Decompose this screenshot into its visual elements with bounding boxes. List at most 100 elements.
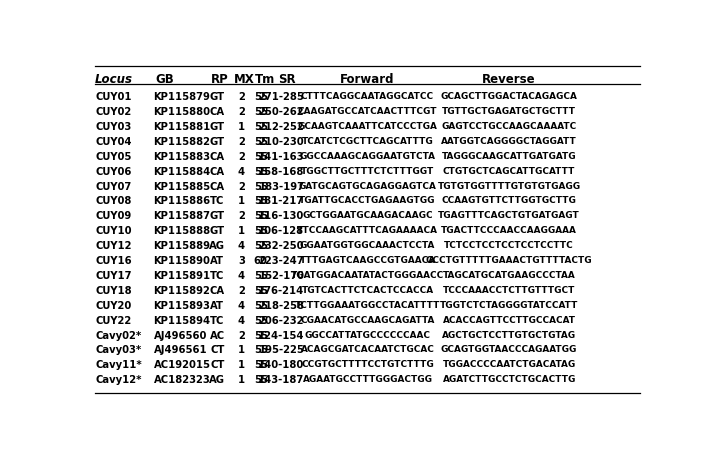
Text: AGAATGCCTTTGGGACTGG: AGAATGCCTTTGGGACTGG: [303, 375, 432, 384]
Text: GB: GB: [156, 73, 174, 86]
Text: 55: 55: [254, 92, 267, 102]
Text: 55: 55: [254, 122, 267, 132]
Text: 195-225: 195-225: [258, 346, 304, 356]
Text: 55: 55: [254, 196, 267, 207]
Text: GAGTCCTGCCAAGCAAAATC: GAGTCCTGCCAAGCAAAATC: [442, 122, 576, 131]
Text: 55: 55: [254, 271, 267, 281]
Text: 2: 2: [238, 212, 244, 221]
Text: GT: GT: [210, 92, 225, 102]
Text: 271-285: 271-285: [258, 92, 304, 102]
Text: CGAACATGCCAAGCAGATTA: CGAACATGCCAAGCAGATTA: [300, 315, 435, 324]
Text: RP: RP: [212, 73, 229, 86]
Text: 4: 4: [238, 166, 245, 176]
Text: Reverse: Reverse: [483, 73, 536, 86]
Text: CUY02: CUY02: [95, 107, 131, 117]
Text: CUY06: CUY06: [95, 166, 131, 176]
Text: 116-130: 116-130: [258, 212, 305, 221]
Text: 158-168: 158-168: [258, 166, 305, 176]
Text: 181-217: 181-217: [258, 196, 305, 207]
Text: 55: 55: [254, 107, 267, 117]
Text: 140-180: 140-180: [258, 360, 305, 370]
Text: TGTGTGGTTTTGTGTGTGAGG: TGTGTGGTTTTGTGTGTGAGG: [437, 181, 581, 190]
Text: TCCCAAACCTCTTGTTTGCT: TCCCAAACCTCTTGTTTGCT: [443, 286, 575, 295]
Text: CA: CA: [210, 181, 225, 192]
Text: 4: 4: [238, 315, 245, 326]
Text: CUY03: CUY03: [95, 122, 131, 132]
Text: AT: AT: [210, 256, 224, 266]
Text: 223-247: 223-247: [259, 256, 304, 266]
Text: AC192015: AC192015: [153, 360, 211, 370]
Text: 2: 2: [238, 286, 244, 296]
Text: CUY17: CUY17: [95, 271, 132, 281]
Text: KP115889: KP115889: [153, 241, 211, 251]
Text: 55: 55: [254, 315, 267, 326]
Text: CUY10: CUY10: [95, 226, 132, 236]
Text: 55: 55: [254, 346, 267, 356]
Text: CTGTGCTCAGCATTGCATTT: CTGTGCTCAGCATTGCATTT: [443, 166, 575, 176]
Text: KP115884: KP115884: [153, 166, 211, 176]
Text: KP115886: KP115886: [153, 196, 211, 207]
Text: 152-170: 152-170: [258, 271, 304, 281]
Text: AGATCTTGCCTCTGCACTTG: AGATCTTGCCTCTGCACTTG: [442, 375, 576, 384]
Text: 124-154: 124-154: [258, 330, 305, 341]
Text: 2: 2: [238, 181, 244, 192]
Text: 55: 55: [254, 181, 267, 192]
Text: CA: CA: [210, 166, 225, 176]
Text: 2: 2: [238, 92, 244, 102]
Text: GGCCAAAGCAGGAATGTCTA: GGCCAAAGCAGGAATGTCTA: [300, 152, 435, 161]
Text: GT: GT: [210, 212, 225, 221]
Text: GGCCATTATGCCCCCCAAC: GGCCATTATGCCCCCCAAC: [305, 330, 430, 339]
Text: TGTTGCTGAGATGCTGCTTT: TGTTGCTGAGATGCTGCTTT: [442, 107, 576, 116]
Text: CT: CT: [210, 360, 224, 370]
Text: AATGGTCAGGGGCTAGGATT: AATGGTCAGGGGCTAGGATT: [441, 137, 577, 146]
Text: Cavy03*: Cavy03*: [95, 346, 141, 356]
Text: 106-128: 106-128: [258, 226, 305, 236]
Text: 206-232: 206-232: [259, 315, 304, 326]
Text: SR: SR: [278, 73, 295, 86]
Text: KP115888: KP115888: [153, 226, 211, 236]
Text: 212-252: 212-252: [258, 122, 304, 132]
Text: GCAAGTCAAATTCATCCCTGA: GCAAGTCAAATTCATCCCTGA: [298, 122, 437, 131]
Text: CAAGATGCCATCAACTTTCGT: CAAGATGCCATCAACTTTCGT: [298, 107, 437, 116]
Text: GT: GT: [210, 226, 225, 236]
Text: 218-258: 218-258: [258, 301, 304, 310]
Text: TGTCACTTCTCACTCCACCA: TGTCACTTCTCACTCCACCA: [301, 286, 434, 295]
Text: 4: 4: [238, 301, 245, 310]
Text: CUY20: CUY20: [95, 301, 131, 310]
Text: 1: 1: [238, 360, 245, 370]
Text: GCAGTGGTAACCCAGAATGG: GCAGTGGTAACCCAGAATGG: [441, 346, 577, 355]
Text: GCAGCTTGGACTACAGAGCA: GCAGCTTGGACTACAGAGCA: [441, 92, 578, 101]
Text: CCAAGTGTTCTTGGTGCTTG: CCAAGTGTTCTTGGTGCTTG: [442, 196, 576, 205]
Text: 55: 55: [254, 241, 267, 251]
Text: GT: GT: [210, 122, 225, 132]
Text: 4: 4: [238, 241, 245, 251]
Text: Locus: Locus: [95, 73, 133, 86]
Text: TCTCCTCCTCCTCCTCCTTC: TCTCCTCCTCCTCCTCCTTC: [445, 241, 574, 250]
Text: 55: 55: [254, 166, 267, 176]
Text: 2: 2: [238, 137, 244, 147]
Text: TAGCATGCATGAAGCCCTAA: TAGCATGCATGAAGCCCTAA: [443, 271, 576, 280]
Text: GT: GT: [210, 137, 225, 147]
Text: GCCTGTTTTTGAAACTGTTTTACTG: GCCTGTTTTTGAAACTGTTTTACTG: [426, 256, 592, 265]
Text: CUY09: CUY09: [95, 212, 131, 221]
Text: 250-262: 250-262: [259, 107, 304, 117]
Text: ACAGCGATCACAATCTGCAC: ACAGCGATCACAATCTGCAC: [300, 346, 435, 355]
Text: TGGTCTCTAGGGGTATCCATT: TGGTCTCTAGGGGTATCCATT: [440, 301, 579, 310]
Text: GGAATGGTGGCAAACTCCTA: GGAATGGTGGCAAACTCCTA: [300, 241, 435, 250]
Text: 176-214: 176-214: [258, 286, 305, 296]
Text: 1: 1: [238, 375, 245, 385]
Text: 55: 55: [254, 375, 267, 385]
Text: KP115883: KP115883: [153, 152, 211, 162]
Text: AT: AT: [210, 301, 224, 310]
Text: 55: 55: [254, 212, 267, 221]
Text: KP115882: KP115882: [153, 137, 211, 147]
Text: 141-163: 141-163: [258, 152, 305, 162]
Text: CA: CA: [210, 152, 225, 162]
Text: KP115891: KP115891: [153, 271, 211, 281]
Text: TGACTTCCCAACCAAGGAAA: TGACTTCCCAACCAAGGAAA: [441, 226, 577, 235]
Text: AJ496561: AJ496561: [153, 346, 207, 356]
Text: CUY22: CUY22: [95, 315, 131, 326]
Text: AGCTGCTCCTTGTGCTGTAG: AGCTGCTCCTTGTGCTGTAG: [442, 330, 576, 339]
Text: GCTGGAATGCAAGACAAGC: GCTGGAATGCAAGACAAGC: [302, 212, 433, 220]
Text: TC: TC: [210, 315, 224, 326]
